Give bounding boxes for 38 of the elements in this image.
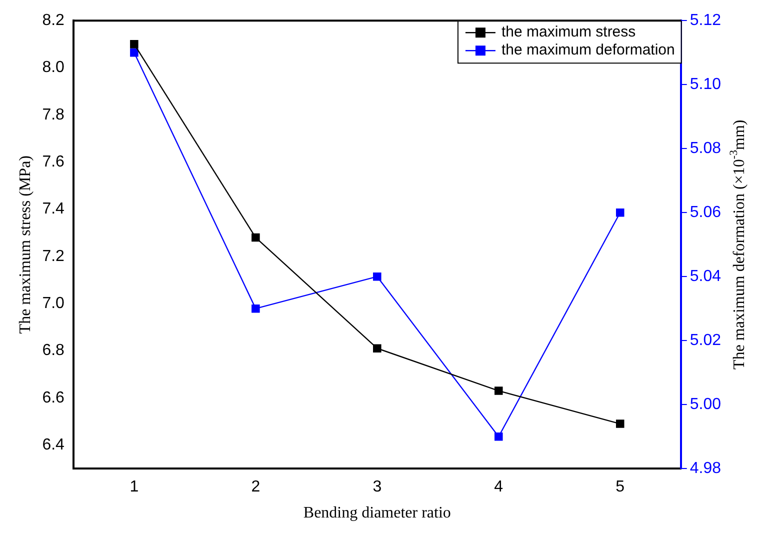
y-tick-label: 7.2 — [42, 248, 65, 265]
x-tick-label: 1 — [130, 478, 139, 496]
y2-tick-label: 5.12 — [690, 12, 722, 30]
y-tick-label: 7.6 — [42, 153, 65, 170]
y-tick-label: 8.0 — [42, 59, 65, 76]
y-tick-label: 7.0 — [42, 294, 65, 312]
y2-axis-title: The maximum deformation (×10-3mm) — [728, 120, 748, 370]
point — [252, 304, 260, 313]
y-tick-label: 6.4 — [42, 436, 65, 454]
y2-tick-label: 5.04 — [690, 268, 722, 286]
x-tick-label: 4 — [494, 478, 504, 496]
y-tick-label: 8.2 — [42, 12, 65, 30]
point — [616, 208, 624, 217]
y2-tick-label: 5.00 — [690, 396, 722, 414]
y-axis-title: The maximum stress (MPa) — [16, 156, 34, 334]
y2-tick-label: 5.06 — [690, 204, 722, 222]
point — [494, 386, 503, 395]
y2-tick-label: 5.02 — [690, 332, 722, 350]
y-tick-label: 7.8 — [42, 106, 65, 124]
point — [494, 432, 503, 441]
x-tick-label: 3 — [372, 478, 382, 496]
y-tick-label: 6.6 — [42, 389, 65, 406]
point — [373, 272, 382, 281]
x-tick-label: 2 — [251, 478, 260, 496]
y2-tick-label: 4.98 — [690, 460, 722, 478]
y2-tick-label: 5.10 — [690, 76, 722, 94]
x-tick-label: 5 — [616, 478, 625, 496]
x-axis-title: Bending diameter ratio — [303, 504, 451, 522]
point — [616, 420, 624, 428]
point — [373, 344, 382, 352]
point — [130, 48, 138, 57]
y-tick-label: 7.4 — [42, 200, 65, 218]
point — [130, 40, 138, 48]
legend-label: the maximum stress — [501, 24, 636, 41]
legend-label: the maximum deformation — [501, 42, 675, 59]
y2-tick-label: 5.08 — [690, 140, 722, 158]
y-tick-label: 6.8 — [42, 342, 65, 360]
point — [252, 233, 260, 242]
